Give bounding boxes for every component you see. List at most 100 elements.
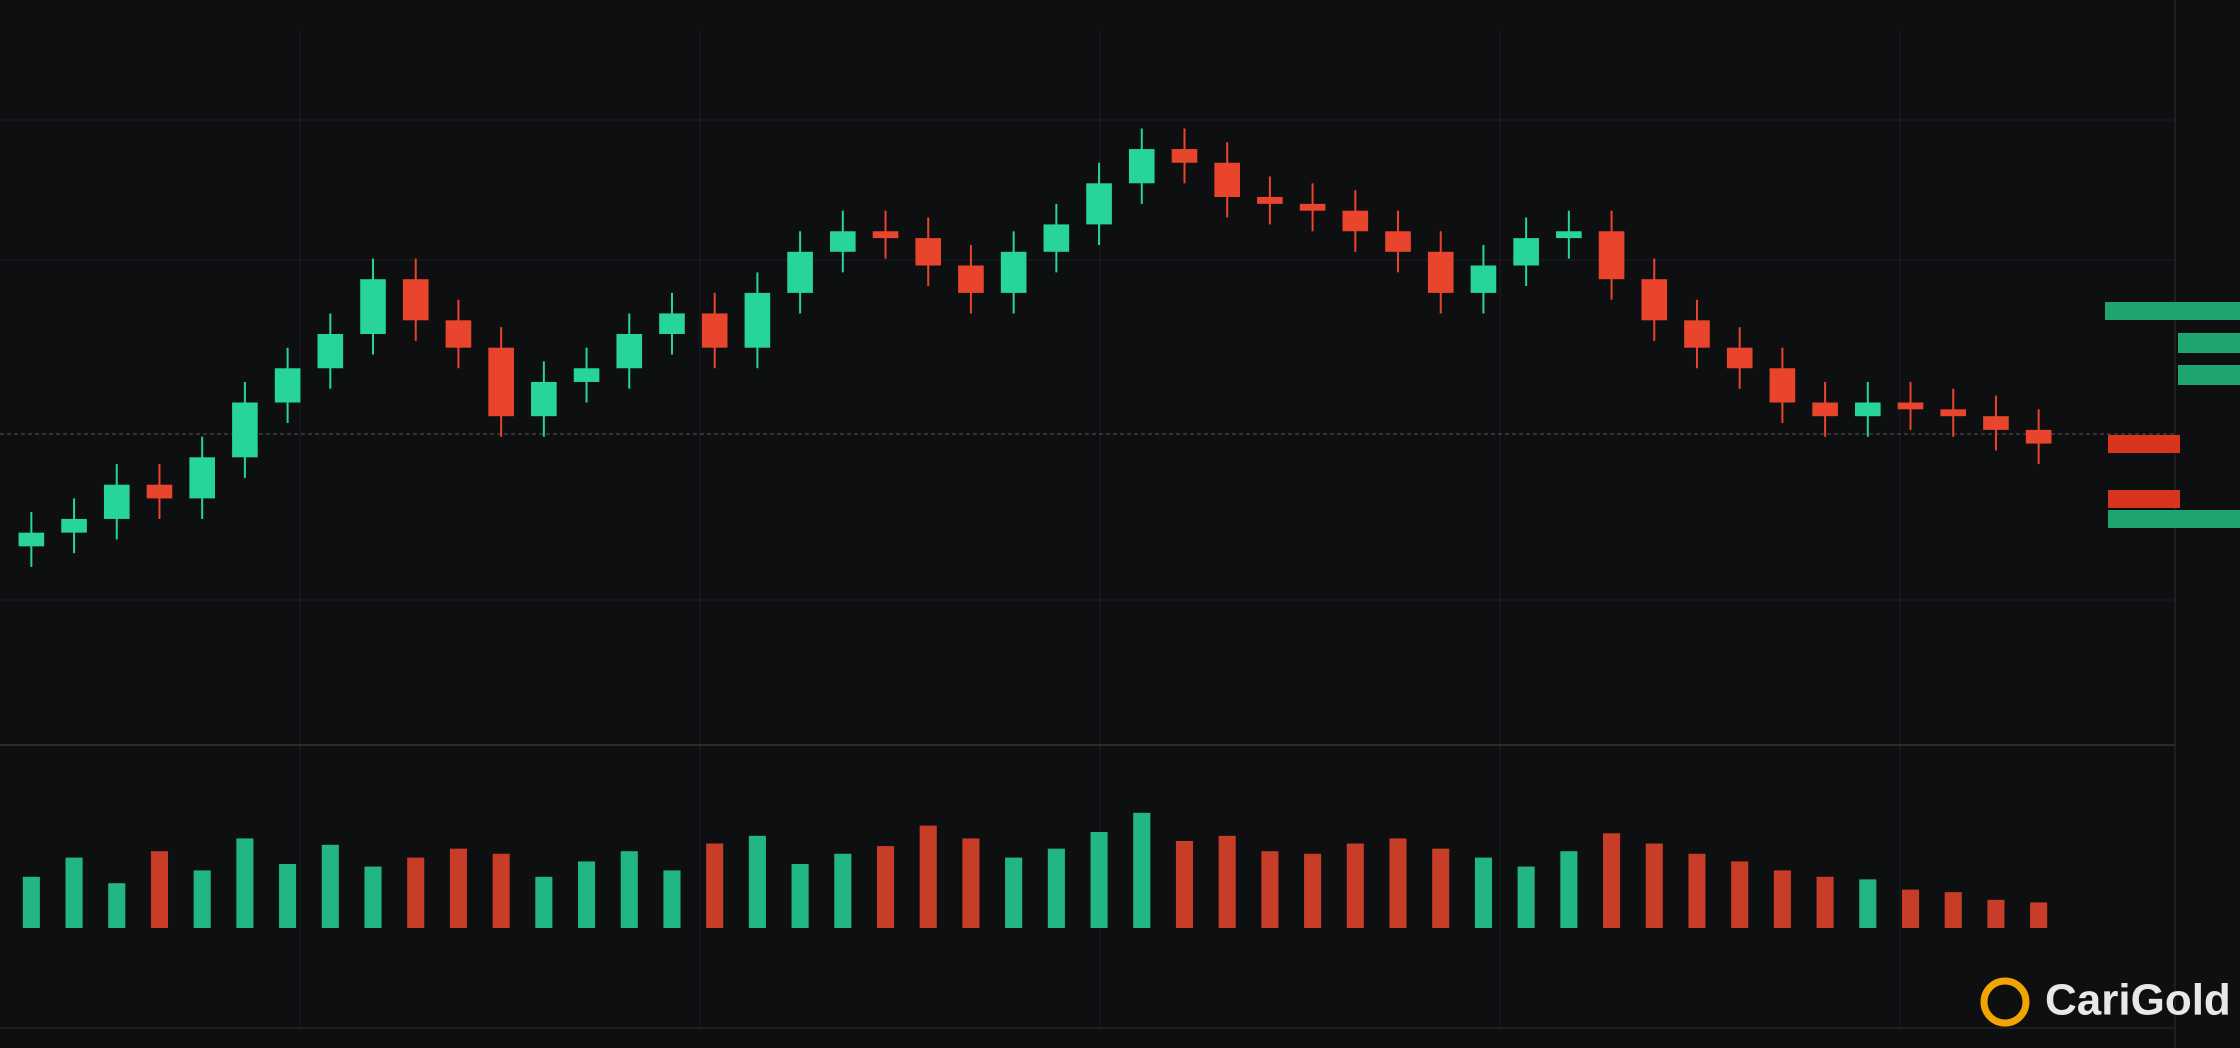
- candle-body: [1897, 402, 1924, 410]
- price-tags: [2105, 302, 2240, 528]
- volume-bar: [65, 857, 83, 928]
- volume-bar: [321, 844, 339, 928]
- candle-body: [1812, 402, 1838, 417]
- volume-bar: [1346, 843, 1364, 928]
- candle-body: [1427, 251, 1454, 293]
- volume-bar: [962, 838, 980, 928]
- candle-body: [1726, 347, 1753, 369]
- candle-body: [616, 334, 643, 369]
- volume-bar: [1432, 848, 1450, 928]
- candle-body: [1598, 231, 1625, 280]
- volume-bar: [1005, 857, 1023, 928]
- candle-body: [445, 320, 472, 348]
- price-tag: [2108, 435, 2180, 453]
- volume-bar: [22, 876, 40, 928]
- volume-bar: [1133, 812, 1151, 928]
- grid: [0, 30, 2175, 1030]
- volume-bar: [407, 857, 425, 928]
- volume-bar: [876, 846, 895, 928]
- candle-body: [1086, 183, 1112, 225]
- volume-bar: [1304, 853, 1322, 928]
- volume-bar: [1731, 861, 1749, 928]
- candle-body: [274, 368, 301, 403]
- candle-body: [1556, 231, 1582, 239]
- candle-body: [915, 238, 942, 266]
- price-tag: [2178, 365, 2240, 385]
- price-tag: [2108, 490, 2180, 508]
- candle-body: [402, 279, 429, 321]
- volume-bar: [663, 870, 681, 928]
- candle-body: [103, 484, 130, 519]
- volume-bar: [1603, 833, 1621, 928]
- volume-bar: [1218, 835, 1236, 928]
- candle-body: [872, 231, 899, 239]
- volume-bar: [1047, 848, 1065, 928]
- volume-bar: [1474, 857, 1492, 928]
- candle-body: [1299, 203, 1326, 211]
- volume-bar: [1688, 853, 1706, 928]
- candle-body: [61, 518, 87, 533]
- volume-bar: [1560, 851, 1578, 928]
- volume-bar: [1859, 879, 1877, 928]
- volume-bar: [108, 883, 126, 928]
- candle-body: [573, 368, 600, 382]
- candle-body: [1983, 416, 2009, 430]
- volume-bar: [1816, 876, 1834, 928]
- volume-bar: [2030, 902, 2048, 928]
- volume-bar: [364, 866, 382, 928]
- watermark: CariGold: [1980, 976, 2231, 1027]
- volume-bar: [236, 838, 254, 928]
- candle-body: [787, 251, 813, 293]
- volume-bar: [791, 864, 809, 928]
- price-tag: [2178, 333, 2240, 353]
- candle-body: [232, 402, 258, 458]
- candle-body: [958, 265, 984, 293]
- volume-bar: [1773, 870, 1791, 928]
- volume-bar: [620, 851, 638, 928]
- candle-body: [189, 457, 215, 499]
- watermark-text: CariGold: [2045, 976, 2231, 1025]
- volume-bar: [1090, 832, 1108, 928]
- candle-body: [1043, 224, 1070, 252]
- candle-body: [1342, 210, 1369, 232]
- volume-bar: [492, 853, 510, 928]
- price-tag: [2108, 510, 2240, 528]
- candle-body: [1513, 238, 1539, 266]
- candle-body: [1641, 279, 1668, 321]
- candle-body: [1385, 231, 1411, 252]
- volume-bar: [919, 825, 937, 928]
- candle-body: [2025, 429, 2052, 444]
- volume-bar: [578, 861, 596, 928]
- candle-body: [1000, 251, 1027, 293]
- volume-bar: [449, 848, 467, 928]
- candle-body: [1940, 409, 1967, 417]
- volume-bar: [1645, 843, 1663, 928]
- watermark-logo: [1980, 977, 2030, 1027]
- candle-body: [659, 313, 685, 334]
- candle-body: [1470, 265, 1497, 293]
- volume-bar: [748, 835, 766, 928]
- candle-body: [1128, 149, 1155, 184]
- candle-body: [1171, 149, 1198, 163]
- volume-bar: [1389, 838, 1407, 928]
- candle-body: [1257, 197, 1283, 204]
- volume-bar: [1175, 840, 1194, 928]
- candle-body: [488, 347, 514, 417]
- volume-bar: [1987, 899, 2005, 928]
- candle-body: [360, 279, 386, 334]
- candle-body: [1855, 402, 1881, 417]
- candle-body: [701, 313, 728, 348]
- candle-body: [744, 292, 771, 348]
- volume-bar: [193, 870, 211, 928]
- volume-bar: [535, 876, 553, 928]
- volume-bar: [1261, 851, 1279, 928]
- candle-body: [1684, 320, 1710, 348]
- volume-bar: [1517, 866, 1535, 928]
- candle-body: [531, 381, 557, 417]
- candle-body: [146, 484, 173, 499]
- volume-bar: [279, 864, 297, 928]
- candle-body: [830, 231, 856, 252]
- volume-bar: [150, 851, 169, 928]
